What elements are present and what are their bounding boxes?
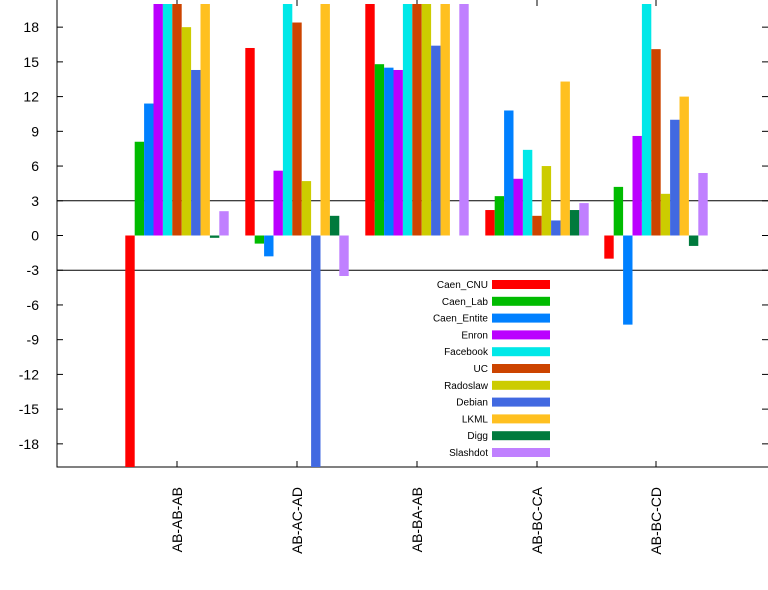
legend-swatch xyxy=(492,431,550,441)
bar-uc xyxy=(412,4,422,236)
bar-radoslaw xyxy=(660,193,671,236)
legend-label: Facebook xyxy=(444,347,489,358)
bar-caen-lab xyxy=(613,186,624,236)
bar-debian xyxy=(311,235,321,467)
bar-uc xyxy=(292,22,302,236)
legend: Caen_CNU Caen_Lab Caen_Entite Enron Facebook… xyxy=(433,280,550,459)
bar-radoslaw xyxy=(181,27,192,236)
bar-slashdot xyxy=(698,172,708,236)
bar-caen-lab xyxy=(134,141,145,236)
bar-debian xyxy=(670,119,680,236)
y-tick-label: 18 xyxy=(23,19,39,35)
legend-swatch xyxy=(492,397,550,407)
legend-label: Slashdot xyxy=(449,448,488,459)
bar-slashdot xyxy=(219,211,229,236)
bar-slashdot xyxy=(579,203,589,236)
bar-caen-entite xyxy=(264,235,274,257)
bar-facebook xyxy=(402,4,413,236)
y-tick-label: 3 xyxy=(31,193,39,209)
legend-label: Digg xyxy=(467,431,488,442)
x-tick-label: AB-AB-AB xyxy=(169,487,185,552)
bar-caen-cnu xyxy=(125,235,135,467)
bar-caen-cnu xyxy=(245,47,255,236)
bar-caen-cnu xyxy=(365,4,375,236)
y-tick-label: 12 xyxy=(23,89,39,105)
y-tick-label: 6 xyxy=(31,158,39,174)
bar-caen-entite xyxy=(623,235,633,325)
legend-label: Caen_Lab xyxy=(442,297,489,308)
legend-label: Caen_Entite xyxy=(433,314,488,325)
bar-debian xyxy=(431,45,441,236)
bar-caen-lab xyxy=(374,64,385,236)
legend-swatch xyxy=(492,330,550,340)
y-tick-label: -18 xyxy=(19,436,39,452)
legend-swatch xyxy=(492,448,550,457)
x-tick-label: AB-BA-AB xyxy=(409,487,425,552)
bar-caen-cnu xyxy=(604,235,614,259)
bar-digg xyxy=(569,210,580,236)
bar-digg xyxy=(688,235,699,246)
y-tick-label: -12 xyxy=(19,366,39,382)
legend-swatch xyxy=(492,414,550,424)
bar-digg xyxy=(209,235,220,238)
bar-lkml xyxy=(440,4,450,236)
y-tick-label: -6 xyxy=(27,297,40,313)
bar-facebook xyxy=(522,149,533,236)
legend-label: Caen_CNU xyxy=(437,280,488,291)
bar-radoslaw xyxy=(301,181,312,236)
bar-uc xyxy=(172,4,182,236)
bar-lkml xyxy=(560,81,570,236)
bar-caen-entite xyxy=(144,103,154,236)
legend-label: UC xyxy=(474,364,488,375)
y-tick-label: -15 xyxy=(19,401,39,417)
bar-facebook xyxy=(641,4,652,236)
bar-lkml xyxy=(679,96,689,236)
legend-swatch xyxy=(492,313,550,323)
legend-label: Radoslaw xyxy=(444,381,489,392)
bar-facebook xyxy=(162,4,173,236)
bar-caen-entite xyxy=(384,67,394,236)
bar-slashdot xyxy=(339,235,349,277)
y-tick-label: 0 xyxy=(31,228,39,244)
y-tick-label: -3 xyxy=(27,262,40,278)
bar-caen-lab xyxy=(494,196,505,236)
bar-uc xyxy=(532,215,542,236)
legend-label: Enron xyxy=(461,330,488,341)
bar-enron xyxy=(393,69,403,236)
legend-swatch xyxy=(492,280,550,289)
bar-uc xyxy=(651,49,661,236)
plot-frame xyxy=(56,0,768,468)
bar-caen-lab xyxy=(254,235,265,244)
bar-digg xyxy=(329,215,340,236)
x-tick-label: AB-AC-AD xyxy=(289,487,305,554)
bar-caen-cnu xyxy=(485,210,495,236)
bar-lkml xyxy=(200,4,210,236)
y-tick-label: 9 xyxy=(31,123,39,139)
bar-enron xyxy=(632,135,642,236)
bar-enron xyxy=(153,4,163,236)
legend-swatch xyxy=(492,296,550,306)
bar-debian xyxy=(191,69,201,236)
bar-enron xyxy=(513,178,523,236)
bar-lkml xyxy=(320,4,330,236)
bar-slashdot xyxy=(459,4,469,236)
bar-enron xyxy=(273,170,283,236)
bar-debian xyxy=(551,220,561,236)
y-tick-label: -9 xyxy=(27,332,40,348)
x-tick-label: AB-BC-CD xyxy=(648,487,664,555)
bar-radoslaw xyxy=(421,4,432,236)
bar-radoslaw xyxy=(541,166,552,236)
legend-swatch xyxy=(492,347,550,357)
bar-facebook xyxy=(282,4,293,236)
legend-label: Debian xyxy=(456,398,488,409)
axis-layer: -18 -15 -12 -9 -6 -3 0 3 6 9 12 15 18 AB-AB-AB AB-AC-A… xyxy=(19,0,768,555)
legend-swatch xyxy=(492,364,550,373)
legend-label: LKML xyxy=(462,414,489,425)
legend-swatch xyxy=(492,380,550,390)
x-tick-label: AB-BC-CA xyxy=(529,486,545,554)
bars-layer xyxy=(125,4,708,467)
y-tick-label: 15 xyxy=(23,54,39,70)
bar-caen-entite xyxy=(504,110,514,236)
